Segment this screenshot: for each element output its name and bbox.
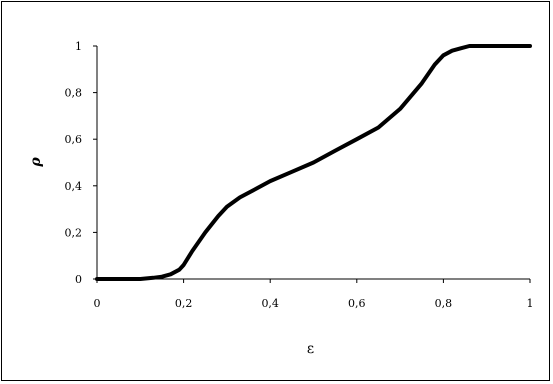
x-tick-label: 0,8 [435, 297, 453, 310]
y-tick-label: 1 [75, 40, 82, 53]
x-tick-label: 1 [527, 297, 534, 310]
y-tick-label: 0,6 [65, 133, 83, 146]
axes [96, 46, 530, 280]
y-axis-label: ρ [28, 157, 44, 168]
ticks: 0 0,2 0,4 0,6 0,8 1 0 0,2 0,4 0,6 0,8 1 [65, 40, 534, 310]
y-tick-label: 0 [75, 273, 82, 286]
x-axis-label: ε [307, 341, 314, 357]
x-tick-label: 0,4 [261, 297, 279, 310]
x-tick-label: 0,2 [175, 297, 193, 310]
y-tick-label: 0,2 [65, 226, 83, 239]
y-tick-label: 0,4 [65, 180, 83, 193]
series-layer [95, 44, 532, 281]
series-line [95, 44, 532, 281]
x-tick-label: 0,6 [348, 297, 366, 310]
x-tick-label: 0 [94, 297, 101, 310]
y-tick-label: 0,8 [65, 87, 83, 100]
